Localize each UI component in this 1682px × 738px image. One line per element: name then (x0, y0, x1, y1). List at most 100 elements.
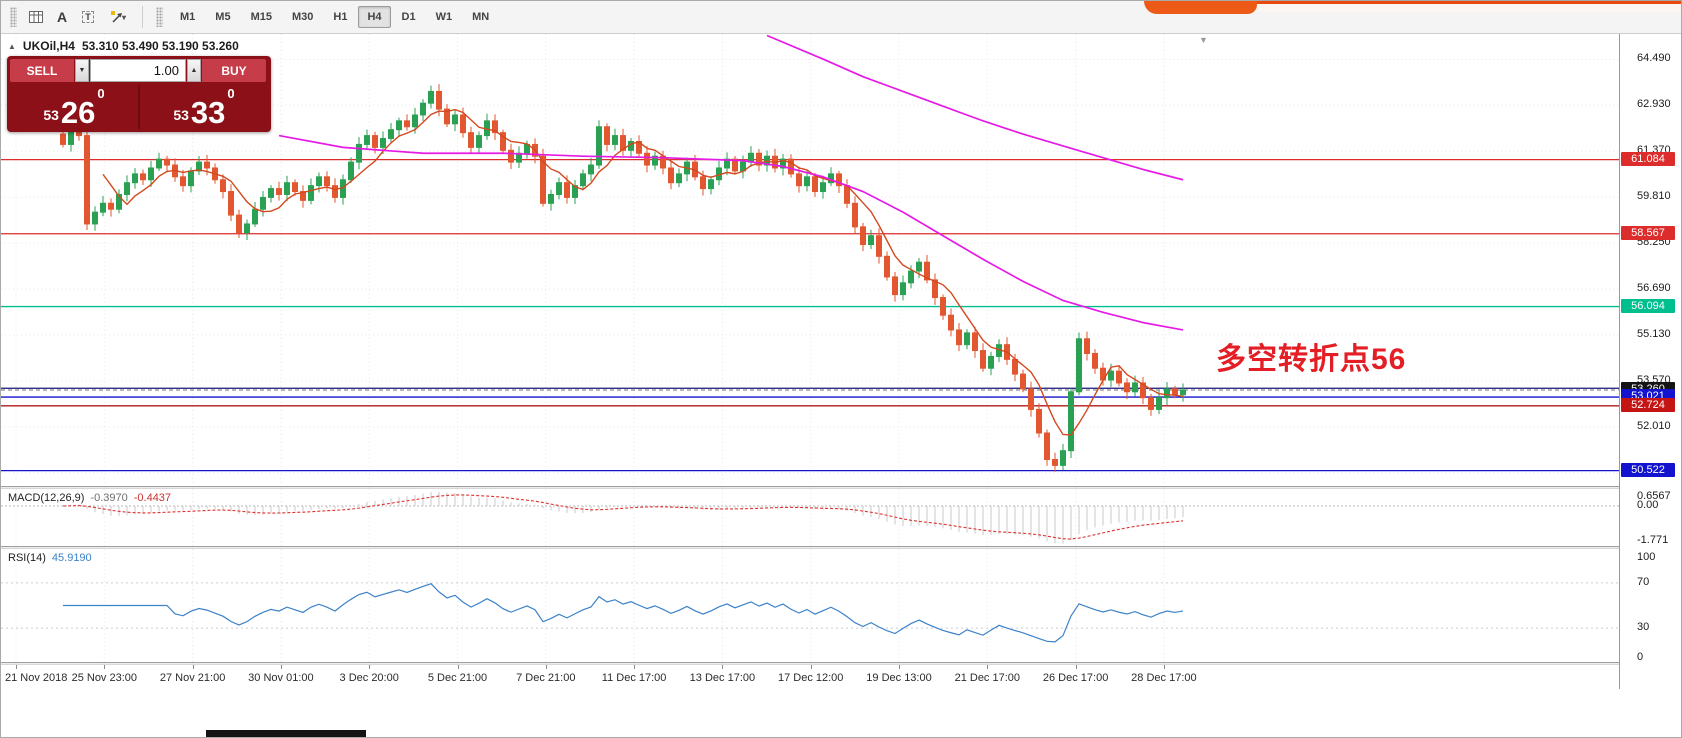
macd-value-main: -0.3970 (90, 492, 128, 504)
sell-price-big: 26 (60, 94, 96, 130)
timeframe-group: M1 M5 M15 M30 H1 H4 D1 W1 MN (170, 6, 499, 28)
panel-divider[interactable] (1, 546, 1681, 549)
time-label: 5 Dec 21:00 (427, 672, 488, 684)
sell-price[interactable]: 53 26 0 (10, 85, 138, 129)
time-tick (369, 665, 371, 669)
time-tick (1163, 665, 1165, 669)
sell-button[interactable]: SELL (10, 59, 74, 82)
price-badge: 61.084 (1621, 151, 1675, 166)
macd-canvas[interactable] (1, 489, 1621, 546)
taskbar-fragment (206, 730, 366, 737)
timeframe-h1[interactable]: H1 (333, 11, 348, 23)
axis-tick-label: 30 (1637, 621, 1650, 634)
buy-button[interactable]: BUY (202, 59, 266, 82)
text-box-icon[interactable]: T (76, 5, 100, 29)
rsi-canvas[interactable] (1, 549, 1621, 662)
timeframe-d1[interactable]: D1 (401, 11, 416, 23)
buy-price-prefix: 53 (173, 107, 189, 123)
grid-icon (29, 11, 43, 23)
axis-tick-label: 70 (1637, 575, 1650, 588)
background-window-logo-fragment (1144, 1, 1257, 14)
axis-tick-label: 64.490 (1637, 52, 1671, 65)
panel-divider[interactable] (1, 662, 1681, 665)
ohlc-values: 53.310 53.490 53.190 53.260 (81, 39, 239, 53)
grid-icon[interactable] (24, 5, 48, 29)
drawing-tools-button[interactable]: ▾ (102, 5, 134, 29)
symbol-label: UKOil,H4 (22, 39, 75, 53)
time-label: 25 Nov 23:00 (71, 672, 138, 684)
panel-divider[interactable] (1, 486, 1681, 489)
rsi-name: RSI(14) (8, 552, 46, 564)
timeframe-mn[interactable]: MN (472, 11, 490, 23)
chart-annotation: 多空转折点56 (1216, 343, 1407, 376)
background-window-fragment (1251, 1, 1681, 12)
rsi-panel[interactable]: RSI(14) 45.9190 (1, 549, 1621, 662)
price-chart-canvas[interactable] (1, 34, 1621, 486)
time-tick (1075, 665, 1077, 669)
time-tick (722, 665, 724, 669)
price-axis[interactable]: 64.490 62.930 61.370 59.810 58.250 56.690 55.1… (1619, 34, 1681, 689)
timeframe-w1[interactable]: W1 (435, 11, 453, 23)
axis-tick-label: 100 (1637, 551, 1656, 563)
caret-down-icon: ▼ (78, 67, 86, 74)
axis-tick-label: 52.010 (1637, 419, 1671, 432)
arrow-tool-icon (110, 11, 122, 23)
toolbar-drag-handle[interactable] (156, 7, 163, 27)
time-tick (810, 665, 812, 669)
chart-panel[interactable]: ▲ UKOil,H4 53.310 53.490 53.190 53.260 ▼… (1, 34, 1621, 486)
toolbar-separator (142, 6, 143, 28)
axis-tick-label: 0.6567 (1637, 490, 1671, 502)
time-label: 7 Dec 21:00 (516, 672, 576, 684)
time-label: 13 Dec 17:00 (689, 672, 756, 684)
timeframe-h4[interactable]: H4 (358, 6, 391, 28)
time-tick (987, 665, 989, 669)
text-box-icon: T (82, 11, 94, 23)
timeframe-m5[interactable]: M5 (215, 11, 231, 23)
time-label: 19 Dec 13:00 (866, 672, 932, 684)
price-divider (138, 85, 140, 129)
axis-tick-label: -1.771 (1637, 534, 1669, 546)
price-badge: 50.522 (1621, 462, 1675, 477)
price-badge: 58.567 (1621, 225, 1675, 240)
text-label-icon[interactable]: A (56, 9, 68, 25)
timeframe-m30[interactable]: M30 (291, 11, 314, 23)
buy-price-big: 33 (190, 94, 226, 130)
rsi-value: 45.9190 (51, 552, 92, 564)
time-label: 28 Dec 17:00 (1131, 672, 1197, 684)
chart-shift-marker[interactable]: ▼ (1199, 35, 1208, 45)
time-label: 21 Dec 17:00 (954, 672, 1021, 684)
time-tick (192, 665, 194, 669)
axis-tick-label: 0.00 (1637, 499, 1659, 511)
time-tick (457, 665, 459, 669)
chart-title: ▲ UKOil,H4 53.310 53.490 53.190 53.260 (8, 39, 239, 53)
price-badge: 52.724 (1621, 397, 1675, 412)
time-label: 26 Dec 17:00 (1042, 672, 1109, 684)
macd-panel[interactable]: MACD(12,26,9) -0.3970 -0.4437 (1, 489, 1621, 546)
volume-input[interactable] (90, 59, 186, 82)
time-tick (545, 665, 547, 669)
rsi-label: RSI(14) 45.9190 (8, 552, 92, 564)
volume-increase-button[interactable]: ▲ (187, 59, 201, 82)
toolbar-drag-handle[interactable] (10, 7, 17, 27)
timeframe-m1[interactable]: M1 (180, 11, 196, 23)
buy-price[interactable]: 53 33 0 (140, 85, 268, 129)
time-label: 3 Dec 20:00 (339, 672, 399, 684)
macd-label: MACD(12,26,9) -0.3970 -0.4437 (8, 492, 171, 504)
time-tick (634, 665, 636, 669)
time-label: 17 Dec 12:00 (777, 672, 844, 684)
volume-decrease-button[interactable]: ▼ (75, 59, 89, 82)
macd-name: MACD(12,26,9) (8, 492, 85, 504)
time-tick (16, 665, 17, 669)
time-tick (104, 665, 106, 669)
axis-tick-label: 56.690 (1637, 282, 1671, 294)
axis-tick-label: 0 (1637, 651, 1644, 663)
timeframe-m15[interactable]: M15 (250, 11, 272, 23)
caret-up-icon: ▲ (190, 67, 198, 74)
buy-price-sup: 0 (227, 86, 235, 101)
sell-price-prefix: 53 (43, 107, 59, 123)
time-tick (899, 665, 900, 669)
dropdown-caret-icon: ▾ (121, 12, 126, 22)
axis-tick-label: 59.810 (1637, 190, 1671, 203)
time-axis[interactable]: 21 Nov 2018 25 Nov 23:00 27 Nov 21:00 30 No… (1, 665, 1621, 691)
time-label: 21 Nov 2018 (5, 672, 68, 684)
